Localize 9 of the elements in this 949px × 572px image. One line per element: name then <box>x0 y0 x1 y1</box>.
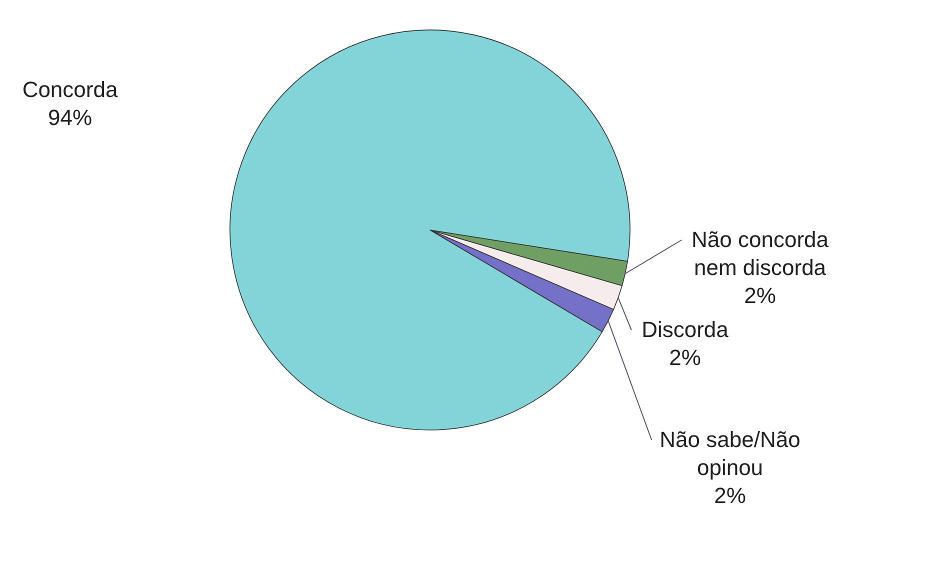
slice-label: Não sabe/Não opinou <box>660 427 800 480</box>
slice-label: Não concorda nem discorda <box>692 227 830 280</box>
slice-label: Discorda <box>642 317 730 342</box>
slice-label: Concorda <box>22 77 118 102</box>
data-label: 2% <box>669 345 701 370</box>
pie-slice <box>230 30 630 430</box>
data-label: 94% <box>48 105 92 130</box>
data-label: 2% <box>744 283 776 308</box>
data-label: 2% <box>714 483 746 508</box>
